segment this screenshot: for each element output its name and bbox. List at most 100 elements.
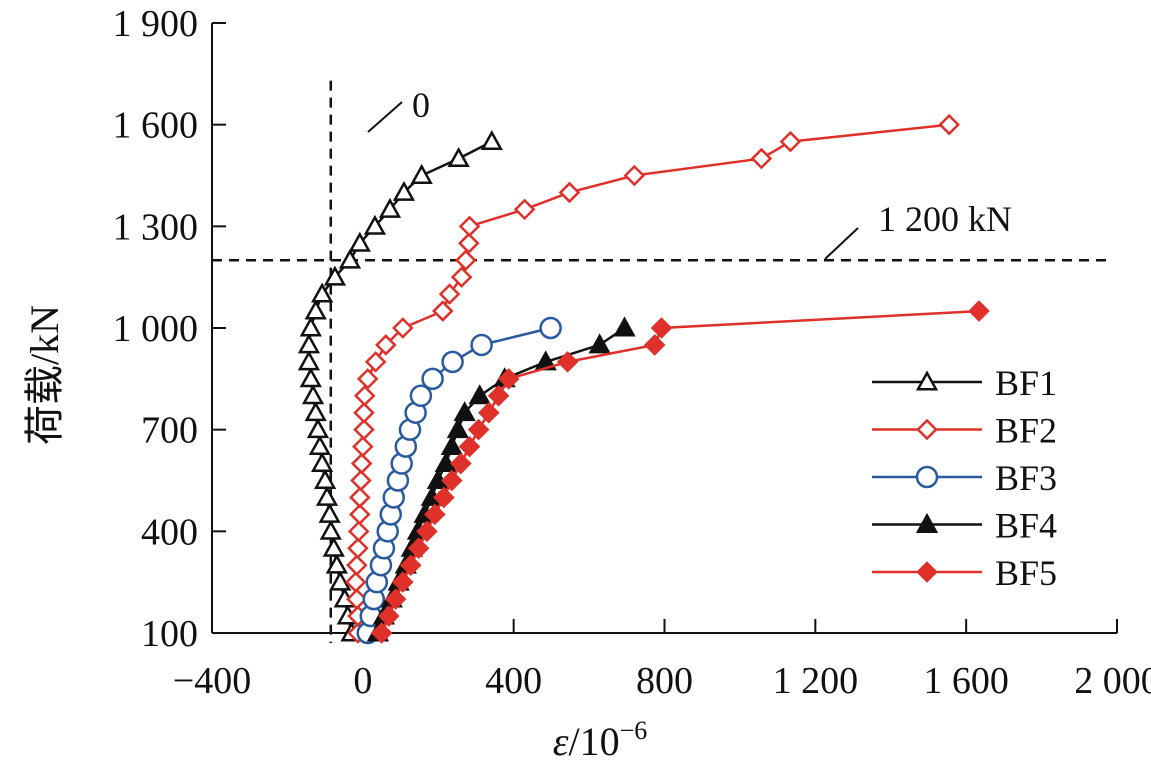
data-point-bf5: [478, 401, 500, 424]
data-point-bf2: [375, 334, 397, 356]
data-point-bf1: [338, 248, 362, 269]
data-point-bf5: [450, 452, 472, 475]
data-point-bf4: [468, 384, 491, 405]
legend: BF1 BF2 BF3 BF4 BF5: [872, 363, 1057, 593]
annotation-1200kn: 1 200 kN: [878, 199, 1012, 239]
legend-label: BF5: [995, 553, 1057, 593]
data-point-bf1: [297, 333, 321, 354]
data-point-bf1: [306, 418, 330, 439]
series-bf2: [344, 113, 960, 644]
data-point-bf5: [487, 385, 510, 407]
data-point-bf2: [350, 469, 372, 492]
data-point-bf1: [325, 553, 348, 574]
legend-item-bf3: BF3: [872, 458, 1057, 498]
annotations: 0 1 200 kN: [367, 85, 1012, 260]
data-point-bf2: [458, 232, 480, 255]
data-point-bf1: [297, 350, 321, 371]
data-point-bf5: [643, 334, 666, 356]
data-point-bf2: [350, 452, 373, 475]
legend-marker: [915, 465, 939, 489]
legend-marker: [915, 370, 939, 391]
y-tick-label: 1 300: [113, 206, 199, 248]
series-line-bf2: [354, 123, 950, 633]
y-tick-label: 700: [141, 410, 198, 452]
data-point-bf2: [347, 537, 369, 560]
data-point-bf1: [329, 570, 352, 591]
data-point-bf5: [384, 588, 407, 610]
data-point-bf1: [318, 502, 341, 523]
x-tick-label: 1 600: [923, 660, 1009, 702]
axis-titles: ε/10−6 荷载/kN: [22, 305, 647, 764]
data-point-bf2: [458, 215, 481, 238]
data-point-bf3: [421, 367, 444, 391]
data-point-bf1: [447, 146, 470, 168]
data-point-bf1: [348, 231, 371, 252]
data-point-bf2: [450, 266, 473, 288]
data-point-bf3: [470, 333, 493, 357]
data-point-bf5: [399, 554, 422, 576]
data-point-bf1: [304, 401, 327, 422]
series-line-bf5: [380, 309, 980, 634]
data-point-bf2: [353, 401, 375, 424]
data-point-bf5: [424, 503, 446, 526]
data-point-bf2: [513, 198, 536, 221]
series-layer: [297, 113, 990, 645]
data-point-bf1: [310, 451, 334, 473]
x-axis-title: ε/10−6: [553, 716, 648, 764]
data-point-bf2: [353, 385, 376, 407]
legend-marker: [915, 512, 939, 533]
data-point-bf1: [323, 265, 347, 286]
data-point-bf1: [304, 299, 327, 320]
legend-item-bf1: BF1: [872, 363, 1057, 403]
data-point-bf5: [467, 418, 490, 441]
data-point-bf5: [441, 469, 463, 492]
x-tick-label: 400: [485, 660, 542, 702]
data-point-bf5: [968, 300, 990, 322]
data-point-bf5: [556, 351, 579, 373]
data-point-bf5: [497, 368, 520, 390]
data-point-bf1: [310, 282, 334, 303]
x-tick-label: 2 000: [1074, 660, 1151, 702]
x-tick-label: 0: [353, 660, 372, 702]
data-point-bf1: [299, 367, 322, 388]
data-point-bf2: [750, 147, 773, 170]
ticks: 100 400 700 1 000 1 300 1 600 1 900 −400 0 400 800…: [113, 3, 1151, 702]
legend-item-bf4: BF4: [872, 506, 1057, 546]
data-point-bf5: [407, 537, 430, 560]
y-tick-label: 100: [141, 613, 198, 655]
annotation-zero: 0: [412, 85, 430, 125]
data-point-bf1: [308, 435, 331, 456]
data-point-bf2: [356, 368, 379, 390]
y-tick-label: 1 000: [113, 308, 199, 350]
legend-label: BF2: [995, 411, 1057, 451]
legend-item-bf2: BF2: [872, 411, 1057, 451]
data-point-bf2: [779, 130, 802, 153]
x-tick-label: 800: [636, 660, 693, 702]
data-point-bf1: [378, 197, 402, 218]
data-point-bf3: [409, 384, 433, 408]
data-point-bf1: [299, 316, 322, 337]
data-point-bf4: [434, 451, 457, 473]
data-point-bf2: [352, 435, 374, 458]
data-point-bf1: [322, 536, 345, 557]
data-point-bf2: [938, 113, 960, 136]
data-point-bf1: [315, 485, 339, 506]
annotation-leader-1200: [824, 227, 859, 260]
x-tick-label: 1 200: [773, 660, 859, 702]
data-point-bf2: [455, 249, 477, 271]
annotation-leader-zero: [367, 101, 403, 133]
data-point-bf5: [416, 520, 438, 543]
legend-label: BF1: [995, 363, 1057, 403]
legend-marker: [916, 418, 938, 441]
data-point-bf4: [446, 418, 469, 439]
y-tick-label: 1 900: [113, 3, 199, 45]
data-point-bf1: [363, 214, 387, 235]
data-point-bf2: [353, 418, 375, 441]
data-point-bf2: [344, 571, 367, 593]
legend-label: BF4: [995, 506, 1057, 546]
data-point-bf2: [438, 283, 461, 305]
y-tick-label: 1 600: [113, 105, 199, 147]
data-point-bf2: [346, 588, 368, 610]
data-point-bf1: [410, 163, 433, 184]
